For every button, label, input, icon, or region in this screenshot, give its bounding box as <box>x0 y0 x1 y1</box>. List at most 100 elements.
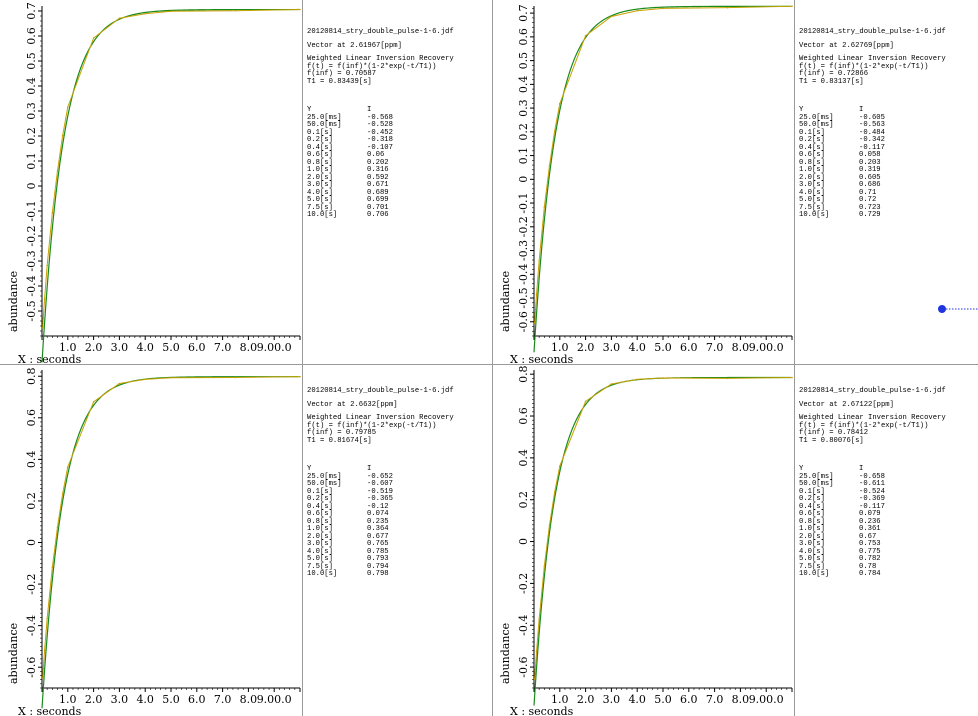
data-point <box>543 206 546 208</box>
data-point <box>533 678 536 681</box>
intensity-cell: 0.701 <box>367 203 389 212</box>
data-table: Y I 25.0[ms] -0.658 50.0[ms] -0.611 0.1[s] -0.5… <box>799 465 885 579</box>
table-row: 0.1[s] -0.519 <box>307 487 393 497</box>
y-tick-label: 0.2 <box>517 491 530 509</box>
intensity-cell: 0.592 <box>367 173 389 182</box>
intensity-cell: -0.519 <box>367 487 393 496</box>
y-tick-label: 0.4 <box>25 451 38 469</box>
table-row: 1.0[s] 0.319 <box>799 166 885 175</box>
x-axis-label: X : seconds <box>18 353 82 364</box>
method-label: Weighted Linear Inversion Recovery <box>799 55 946 63</box>
intensity-cell: 0.706 <box>367 211 389 219</box>
delay-cell: 0.2[s] <box>799 495 825 503</box>
cursor-dot[interactable] <box>938 305 946 313</box>
intensity-cell: 0.723 <box>859 203 881 212</box>
file-name: 20120814_stry_double_pulse-1-6.jdf <box>307 387 454 395</box>
table-row: 0.1[s] -0.524 <box>799 488 885 497</box>
data-point <box>538 617 540 620</box>
x-tick-label: 2.0 <box>577 341 595 354</box>
data-point <box>610 15 613 18</box>
delay-cell: 25.0[ms] <box>799 472 834 481</box>
column-header-y: Y <box>307 465 312 473</box>
x-tick-label: 3.0 <box>603 341 621 354</box>
data-point <box>534 668 537 671</box>
fit-info-panel-4: 20120814_stry_double_pulse-1-6.jdf Vector… <box>799 373 978 713</box>
data-point <box>553 491 556 493</box>
y-tick-label: 0 <box>517 176 530 183</box>
data-point <box>170 10 172 13</box>
data-point <box>118 382 121 385</box>
table-row: 3.0[s] 0.671 <box>307 181 393 190</box>
data-series-line <box>534 377 793 680</box>
y-tick-label: 0.1 <box>25 152 38 170</box>
t1-label: T1 = 0.83137[s] <box>799 77 864 86</box>
data-point <box>92 401 95 403</box>
data-point <box>43 649 46 652</box>
x-tick-label: 8.0 <box>240 341 258 354</box>
data-point <box>636 9 638 12</box>
formula-label: f(t) = f(inf)*(1-2*exp(-t/T1)) <box>307 62 437 71</box>
intensity-cell: -0.342 <box>859 136 885 144</box>
delay-cell: 1.0[s] <box>307 166 333 174</box>
table-row: 0.4[s] -0.117 <box>799 502 885 512</box>
intensity-cell: 0.72 <box>859 196 877 204</box>
data-point <box>662 377 664 379</box>
delay-cell: 25.0[ms] <box>307 113 342 122</box>
y-tick-label: 0.5 <box>25 52 38 70</box>
x-tick-label: 6.0 <box>680 693 698 706</box>
fit-curve <box>41 8 299 363</box>
y-tick-label: 0.2 <box>25 127 38 145</box>
vector-label: Vector at 2.67122[ppm] <box>799 400 894 409</box>
data-point <box>56 170 59 172</box>
table-row: 0.2[s] -0.369 <box>799 495 885 504</box>
x-tick-label: 7.0 <box>214 341 232 354</box>
table-row: 0.6[s] 0.074 <box>307 510 393 519</box>
y-tick-label: 0.4 <box>517 449 530 467</box>
data-point <box>67 106 69 108</box>
column-header-y: Y <box>799 106 804 114</box>
intensity-cell: -0.528 <box>367 121 393 129</box>
intensity-cell: 0.686 <box>859 181 881 189</box>
table-row: 25.0[ms] -0.568 <box>307 113 393 123</box>
x-tick-label: 1.0 <box>59 693 77 706</box>
cursor-marker[interactable] <box>936 302 978 316</box>
intensity-cell: 0.364 <box>367 525 389 533</box>
y-tick-label: -0.6 <box>517 656 530 677</box>
data-point <box>726 377 729 380</box>
table-row: 0.8[s] 0.203 <box>799 159 885 168</box>
intensity-cell: -0.107 <box>367 143 393 152</box>
method-label: Weighted Linear Inversion Recovery <box>307 55 454 63</box>
intensity-cell: -0.452 <box>367 128 393 137</box>
table-row: 7.5[s] 0.794 <box>307 563 393 572</box>
delay-cell: 0.4[s] <box>799 502 825 511</box>
x-tick-label: 6.0 <box>680 341 698 354</box>
x-axis-label: X : seconds <box>510 705 574 716</box>
x-tick-label: 7.0 <box>706 693 724 706</box>
data-point <box>726 6 729 9</box>
data-point <box>41 327 44 329</box>
delay-cell: 10.0[s] <box>799 570 830 578</box>
intensity-cell: -0.611 <box>859 480 885 488</box>
chart-panel-3: 0.8 0.6 0.4 0.2 0 -0.2 -0.4 -0.6 1.0 2.0 3.0 4.0 5.0… <box>7 367 301 716</box>
y-tick-label: -0.4 <box>517 264 530 285</box>
x-tick-label: 2.0 <box>85 693 103 706</box>
horizontal-divider <box>0 364 978 365</box>
data-point <box>538 259 540 262</box>
data-point <box>42 317 45 319</box>
vector-label: Vector at 2.61967[ppm] <box>307 41 402 50</box>
delay-cell: 0.6[s] <box>307 151 333 159</box>
delay-cell: 10.0[s] <box>307 570 338 578</box>
fit-curve <box>41 376 299 709</box>
table-row: 2.0[s] 0.592 <box>307 173 393 183</box>
data-point <box>92 37 95 39</box>
intensity-cell: 0.798 <box>367 570 389 578</box>
data-point <box>662 7 664 10</box>
file-name: 20120814_stry_double_pulse-1-6.jdf <box>799 28 946 36</box>
y-tick-label: 0.6 <box>517 28 530 46</box>
vector-label: Vector at 2.62769[ppm] <box>799 41 894 50</box>
fit-info-panel-2: 20120814_stry_double_pulse-1-6.jdf Vector… <box>799 14 978 359</box>
delay-cell: 4.0[s] <box>799 547 825 556</box>
intensity-cell: 0.793 <box>367 555 389 563</box>
